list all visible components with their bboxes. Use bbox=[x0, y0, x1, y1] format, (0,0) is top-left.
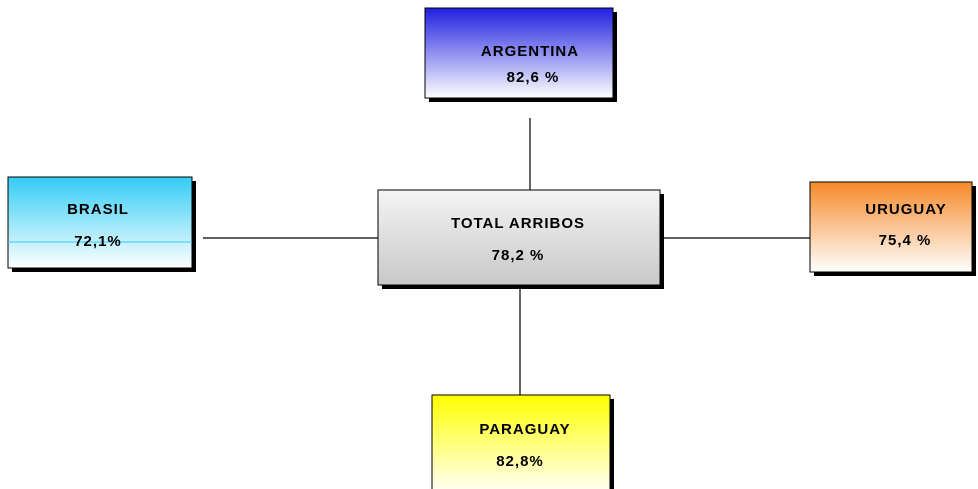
node-label: URUGUAY bbox=[865, 201, 946, 218]
node-label: PARAGUAY bbox=[479, 421, 570, 438]
node-box bbox=[7, 176, 193, 269]
node-label: BRASIL bbox=[67, 201, 129, 218]
node-box bbox=[424, 7, 614, 99]
node-value: 78,2 % bbox=[492, 247, 545, 264]
node-box bbox=[377, 189, 661, 286]
node-label: TOTAL ARRIBOS bbox=[451, 215, 585, 232]
node-box bbox=[809, 181, 973, 273]
node-value: 75,4 % bbox=[879, 232, 932, 249]
node-value: 72,1% bbox=[74, 233, 122, 250]
node-box bbox=[431, 394, 611, 489]
node-value: 82,8% bbox=[496, 453, 544, 470]
node-label: ARGENTINA bbox=[481, 43, 579, 60]
node-value: 82,6 % bbox=[507, 69, 560, 86]
